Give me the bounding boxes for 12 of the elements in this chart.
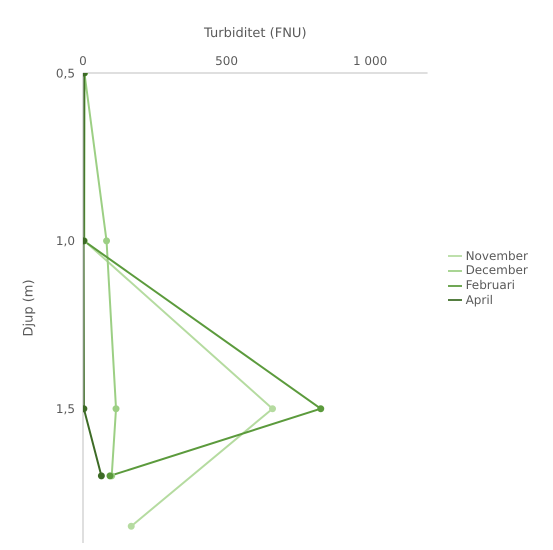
y-axis-title: Djup (m) [22,279,37,337]
x-tick-label: 0 [79,54,87,68]
legend-label: December [466,263,528,278]
x-tick-label: 500 [215,54,238,68]
x-tick-label: 1 000 [352,54,388,68]
y-tick-label: 0,5 [56,66,75,80]
legend-label: Februari [466,278,515,292]
legend-label: November [466,248,528,263]
y-tick-label: 1,5 [56,402,75,416]
legend-label: April [466,292,493,307]
y-tick-label: 1,0 [56,234,75,248]
x-axis-title: Turbiditet (FNU) [203,26,307,42]
